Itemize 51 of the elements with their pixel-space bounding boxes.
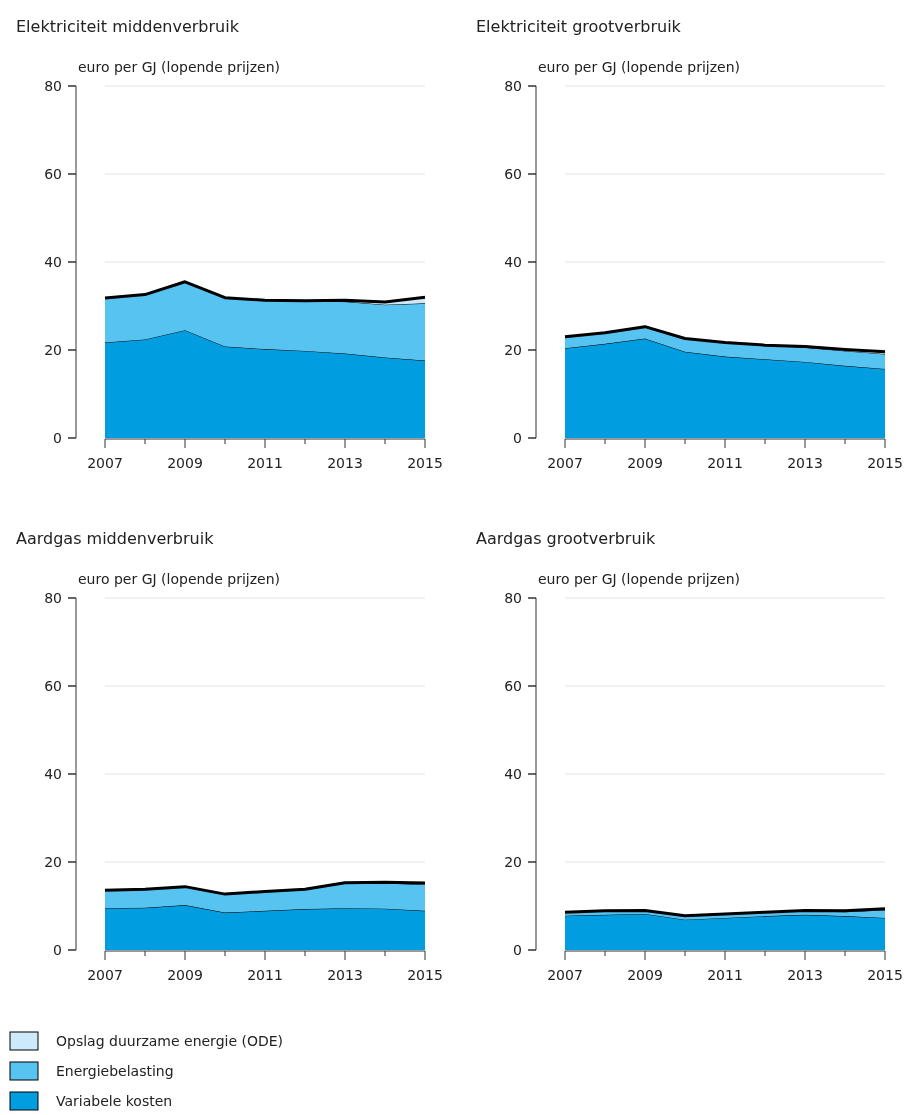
y-tick-label: 60 xyxy=(44,678,62,694)
x-tick-label: 2011 xyxy=(707,455,743,471)
x-tick-label: 2007 xyxy=(87,967,123,983)
chart-title: Elektriciteit grootverbruik xyxy=(476,17,682,36)
x-tick-label: 2007 xyxy=(547,967,583,983)
y-axis-title: euro per GJ (lopende prijzen) xyxy=(538,571,741,587)
y-tick-label: 40 xyxy=(44,766,62,782)
y-tick-label: 60 xyxy=(504,678,522,694)
y-axis-title: euro per GJ (lopende prijzen) xyxy=(78,59,281,75)
y-tick-label: 60 xyxy=(44,166,62,182)
y-tick-label: 0 xyxy=(53,430,62,446)
legend-label: Energiebelasting xyxy=(56,1063,174,1079)
x-tick-label: 2013 xyxy=(327,967,363,983)
y-tick-label: 20 xyxy=(504,342,522,358)
y-tick-label: 80 xyxy=(504,78,522,94)
y-tick-label: 40 xyxy=(504,254,522,270)
x-tick-label: 2013 xyxy=(787,455,823,471)
y-tick-label: 60 xyxy=(504,166,522,182)
legend-label: Opslag duurzame energie (ODE) xyxy=(56,1033,284,1049)
y-axis-title: euro per GJ (lopende prijzen) xyxy=(538,59,741,75)
y-tick-label: 0 xyxy=(53,942,62,958)
y-tick-label: 80 xyxy=(44,590,62,606)
y-axis-title: euro per GJ (lopende prijzen) xyxy=(78,571,281,587)
x-tick-label: 2011 xyxy=(247,455,283,471)
y-tick-label: 20 xyxy=(44,854,62,870)
x-tick-label: 2015 xyxy=(407,455,443,471)
x-tick-label: 2013 xyxy=(327,455,363,471)
chart-title: Elektriciteit middenverbruik xyxy=(16,17,240,36)
x-tick-label: 2009 xyxy=(627,967,663,983)
x-tick-label: 2007 xyxy=(547,455,583,471)
x-tick-label: 2015 xyxy=(867,455,903,471)
x-tick-label: 2015 xyxy=(867,967,903,983)
x-tick-label: 2011 xyxy=(247,967,283,983)
chart-title: Aardgas grootverbruik xyxy=(476,529,657,548)
x-tick-label: 2009 xyxy=(627,455,663,471)
x-tick-label: 2015 xyxy=(407,967,443,983)
x-tick-label: 2009 xyxy=(167,455,203,471)
y-tick-label: 80 xyxy=(504,590,522,606)
y-tick-label: 80 xyxy=(44,78,62,94)
legend-label: Variabele kosten xyxy=(56,1093,173,1109)
y-tick-label: 20 xyxy=(504,854,522,870)
y-tick-label: 40 xyxy=(44,254,62,270)
y-tick-label: 40 xyxy=(504,766,522,782)
chart-title: Aardgas middenverbruik xyxy=(16,529,215,548)
x-tick-label: 2009 xyxy=(167,967,203,983)
y-tick-label: 0 xyxy=(513,942,522,958)
y-tick-label: 0 xyxy=(513,430,522,446)
y-tick-label: 20 xyxy=(44,342,62,358)
x-tick-label: 2011 xyxy=(707,967,743,983)
x-tick-label: 2007 xyxy=(87,455,123,471)
x-tick-label: 2013 xyxy=(787,967,823,983)
